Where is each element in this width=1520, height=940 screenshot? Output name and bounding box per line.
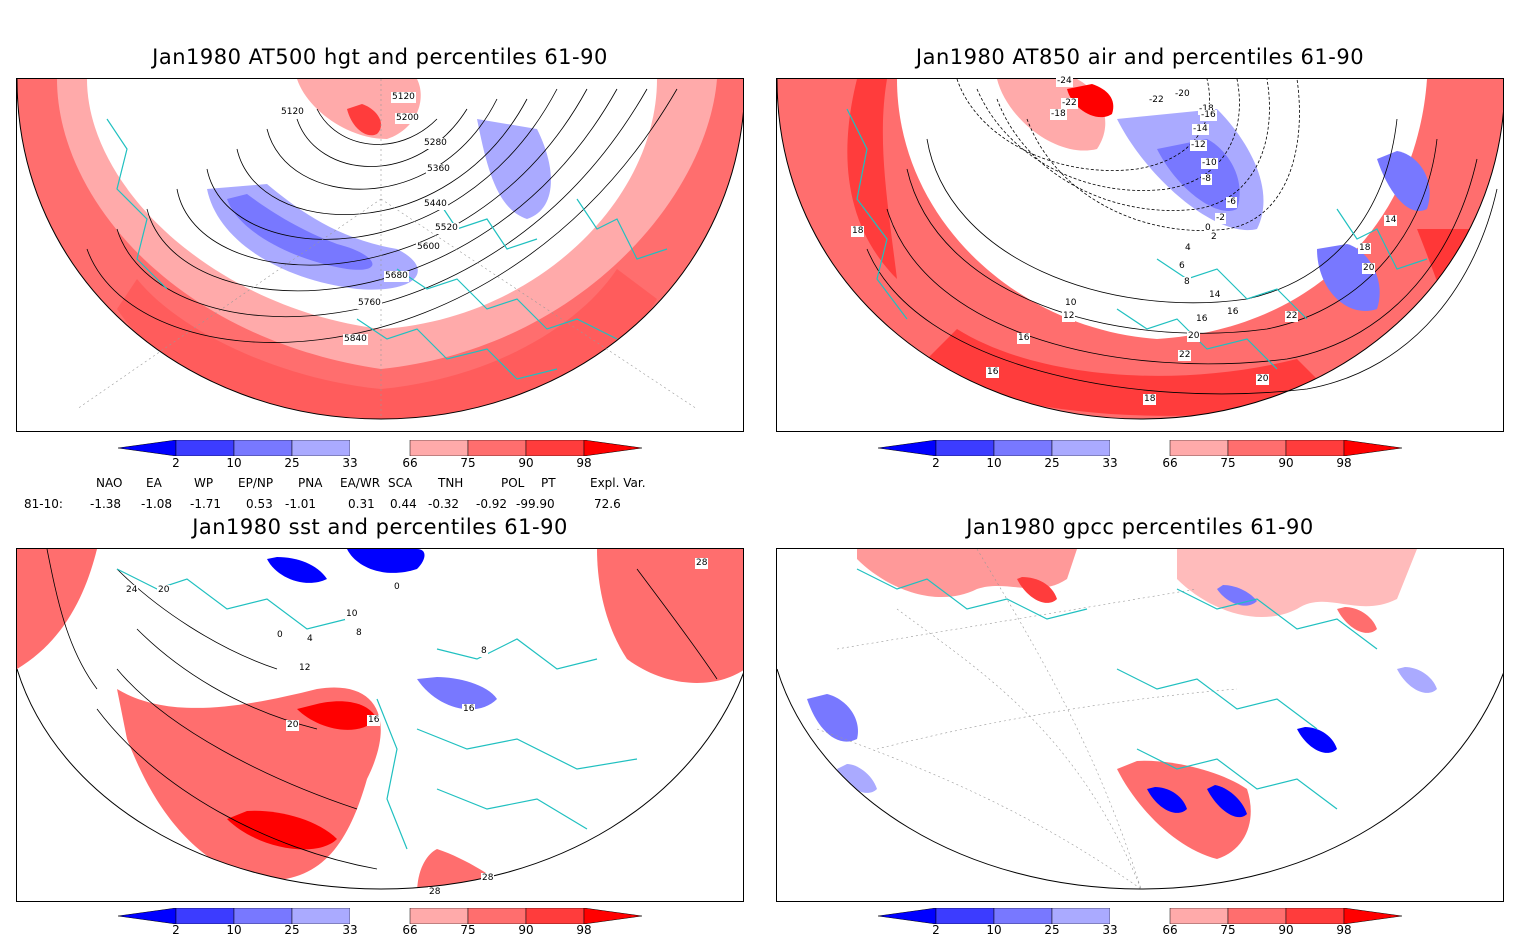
index-value: -1.01 (285, 497, 317, 511)
index-header: EA/WR (340, 476, 381, 490)
map-panel-sst (16, 548, 744, 902)
colorbar-tick: 25 (1044, 923, 1060, 937)
colorbar-tick: 98 (576, 923, 592, 937)
colorbar-tick: 25 (284, 456, 300, 470)
map-panel-gpcc (776, 548, 1504, 902)
colorbar-tick: 25 (1044, 456, 1060, 470)
colorbar-tick: 10 (226, 923, 242, 937)
index-row-label: 81-10: (24, 497, 63, 511)
colorbar-tick: 33 (1102, 923, 1118, 937)
map-sst-svg (17, 549, 743, 890)
colorbar-tick: 10 (986, 456, 1002, 470)
colorbar-tick: 66 (402, 456, 418, 470)
colorbar-tick: 33 (342, 456, 358, 470)
colorbar-gpcc: 2 10 25 33 66 75 90 98 (877, 907, 1403, 940)
colorbar-tick: 66 (402, 923, 418, 937)
colorbar-sst: 2 10 25 33 66 75 90 98 (117, 907, 643, 940)
map-hgt500-svg (17, 79, 743, 420)
colorbar-tick: 10 (986, 923, 1002, 937)
index-value: -0.32 (428, 497, 460, 511)
colorbar-tick: 98 (576, 456, 592, 470)
colorbar-tick: 10 (226, 456, 242, 470)
index-header: PT (541, 476, 556, 490)
colorbar-air850: 2 10 25 33 66 75 90 98 (877, 439, 1403, 474)
index-value: -99.90 (516, 497, 555, 511)
index-value: -1.71 (190, 497, 222, 511)
index-value: -1.08 (141, 497, 173, 511)
colorbar-tick: 75 (460, 456, 476, 470)
index-header: EA (146, 476, 162, 490)
index-value: -0.92 (476, 497, 508, 511)
colorbar-tick: 2 (172, 923, 180, 937)
colorbar-gpcc-svg (877, 907, 1403, 925)
panel-title-air850: Jan1980 AT850 air and percentiles 61-90 (915, 45, 1365, 69)
colorbar-tick: 33 (1102, 456, 1118, 470)
map-panel-air850 (776, 78, 1504, 432)
colorbar-tick: 25 (284, 923, 300, 937)
colorbar-tick: 75 (1220, 923, 1236, 937)
colorbar-tick: 90 (518, 923, 534, 937)
index-value: 0.31 (348, 497, 375, 511)
colorbar-tick: 2 (932, 456, 940, 470)
panel-title-gpcc: Jan1980 gpcc percentiles 61-90 (966, 515, 1314, 539)
colorbar-tick: 66 (1162, 923, 1178, 937)
index-header: POL (501, 476, 525, 490)
colorbar-tick: 75 (460, 923, 476, 937)
colorbar-tick: 90 (1278, 923, 1294, 937)
index-value: 72.6 (594, 497, 621, 511)
colorbar-tick: 33 (342, 923, 358, 937)
index-value: -1.38 (90, 497, 122, 511)
map-air850-svg (777, 79, 1503, 420)
index-header: NAO (96, 476, 123, 490)
panel-title-sst: Jan1980 sst and percentiles 61-90 (192, 515, 568, 539)
index-header: SCA (388, 476, 413, 490)
colorbar-air850-svg (877, 439, 1403, 457)
map-gpcc-svg (777, 549, 1503, 890)
index-header: EP/NP (238, 476, 274, 490)
colorbar-tick: 90 (1278, 456, 1294, 470)
index-header-row: NAO EA WP EP/NP PNA EA/WR SCA TNH POL PT… (0, 476, 700, 492)
index-header: WP (194, 476, 214, 490)
colorbar-hgt500: 2 10 25 33 66 75 90 98 (117, 439, 643, 474)
index-header: TNH (438, 476, 464, 490)
map-panel-hgt500 (16, 78, 744, 432)
colorbar-tick: 2 (932, 923, 940, 937)
colorbar-tick: 90 (518, 456, 534, 470)
colorbar-tick: 98 (1336, 456, 1352, 470)
index-value-row: 81-10: -1.38 -1.08 -1.71 0.53 -1.01 0.31… (0, 497, 700, 513)
colorbar-hgt500-svg (117, 439, 643, 457)
index-header: PNA (298, 476, 323, 490)
index-value: 0.53 (246, 497, 273, 511)
index-header: Expl. Var. (590, 476, 646, 490)
colorbar-tick: 66 (1162, 456, 1178, 470)
colorbar-sst-svg (117, 907, 643, 925)
colorbar-tick: 98 (1336, 923, 1352, 937)
panel-title-hgt500: Jan1980 AT500 hgt and percentiles 61-90 (152, 45, 608, 69)
index-value: 0.44 (390, 497, 417, 511)
colorbar-tick: 2 (172, 456, 180, 470)
colorbar-tick: 75 (1220, 456, 1236, 470)
